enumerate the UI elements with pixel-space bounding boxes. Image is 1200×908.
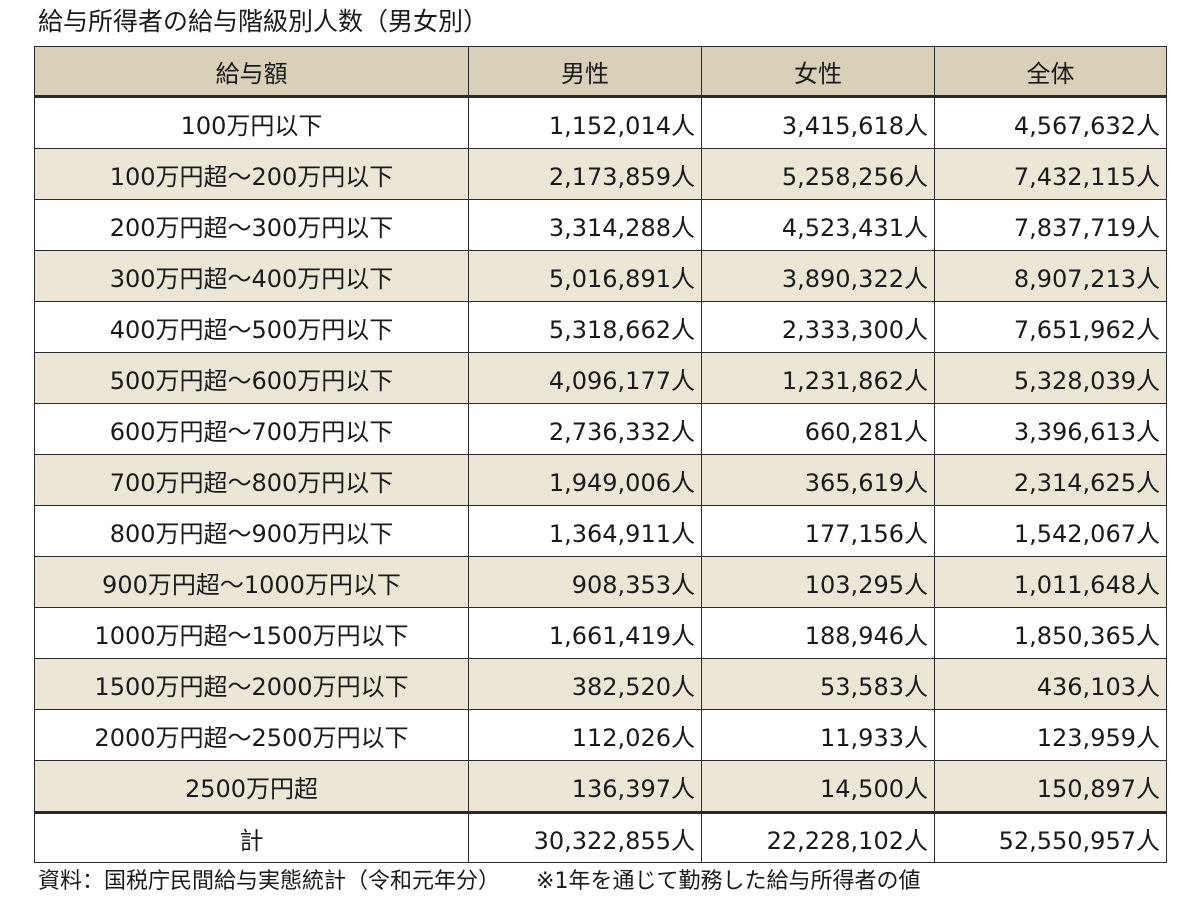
total-label: 計 [34, 811, 469, 863]
salary-table: 給与額 男性 女性 全体 100万円以下 1,152,014人 3,415,618人… [34, 46, 1167, 863]
row-label: 300万円超～400万円以下 [34, 250, 469, 302]
row-male: 2,736,332人 [468, 403, 702, 455]
row-male: 908,353人 [468, 556, 702, 608]
row-total: 8,907,213人 [934, 250, 1167, 302]
row-male: 3,314,288人 [468, 199, 702, 251]
total-male: 30,322,855人 [468, 811, 702, 863]
row-label: 500万円超～600万円以下 [34, 352, 469, 404]
footnote: 資料：国税庁民間給与実態統計（令和元年分） ※1年を通じて勤務した給与所得者の値 [38, 864, 920, 900]
row-male: 4,096,177人 [468, 352, 702, 404]
row-total: 436,103人 [934, 658, 1167, 710]
row-total: 123,959人 [934, 709, 1167, 761]
table-row: 600万円超～700万円以下 2,736,332人 660,281人 3,396,61… [34, 403, 1167, 455]
row-label: 400万円超～500万円以下 [34, 301, 469, 353]
table-title: 給与所得者の給与階級別人数（男女別） [38, 7, 489, 36]
row-label: 1500万円超～2000万円以下 [34, 658, 469, 710]
row-label: 800万円超～900万円以下 [34, 505, 469, 557]
row-female: 177,156人 [701, 505, 935, 557]
row-male: 1,364,911人 [468, 505, 702, 557]
header-male: 男性 [468, 46, 702, 98]
row-label: 1000万円超～1500万円以下 [34, 607, 469, 659]
row-male: 5,016,891人 [468, 250, 702, 302]
table-row: 100万円以下 1,152,014人 3,415,618人 4,567,632人 [34, 96, 1167, 149]
row-female: 365,619人 [701, 454, 935, 506]
row-female: 4,523,431人 [701, 199, 935, 251]
table-row: 300万円超～400万円以下 5,016,891人 3,890,322人 8,907,… [34, 250, 1167, 302]
row-total: 7,837,719人 [934, 199, 1167, 251]
row-female: 3,415,618人 [701, 96, 935, 149]
row-label: 2000万円超～2500万円以下 [34, 709, 469, 761]
table-row: 1500万円超～2000万円以下 382,520人 53,583人 436,103人 [34, 658, 1167, 710]
row-male: 1,152,014人 [468, 96, 702, 149]
row-label: 100万円超～200万円以下 [34, 148, 469, 200]
row-label: 600万円超～700万円以下 [34, 403, 469, 455]
row-total: 3,396,613人 [934, 403, 1167, 455]
table-row: 400万円超～500万円以下 5,318,662人 2,333,300人 7,651,… [34, 301, 1167, 353]
row-total: 1,011,648人 [934, 556, 1167, 608]
row-label: 200万円超～300万円以下 [34, 199, 469, 251]
table-row: 1000万円超～1500万円以下 1,661,419人 188,946人 1,850,… [34, 607, 1167, 659]
row-total: 5,328,039人 [934, 352, 1167, 404]
row-male: 136,397人 [468, 760, 702, 813]
table-row: 2000万円超～2500万円以下 112,026人 11,933人 123,959人 [34, 709, 1167, 761]
row-female: 5,258,256人 [701, 148, 935, 200]
table-row: 800万円超～900万円以下 1,364,911人 177,156人 1,542,06… [34, 505, 1167, 557]
row-total: 1,850,365人 [934, 607, 1167, 659]
row-male: 1,661,419人 [468, 607, 702, 659]
row-label: 900万円超～1000万円以下 [34, 556, 469, 608]
row-female: 14,500人 [701, 760, 935, 813]
total-female: 22,228,102人 [701, 811, 935, 863]
row-label: 2500万円超 [34, 760, 469, 813]
row-female: 3,890,322人 [701, 250, 935, 302]
row-female: 11,933人 [701, 709, 935, 761]
row-female: 1,231,862人 [701, 352, 935, 404]
table-row: 100万円超～200万円以下 2,173,859人 5,258,256人 7,432,… [34, 148, 1167, 200]
row-male: 5,318,662人 [468, 301, 702, 353]
row-male: 2,173,859人 [468, 148, 702, 200]
row-total: 4,567,632人 [934, 96, 1167, 149]
row-female: 660,281人 [701, 403, 935, 455]
header-total: 全体 [934, 46, 1167, 98]
row-label: 100万円以下 [34, 96, 469, 149]
scope-note: ※1年を通じて勤務した給与所得者の値 [536, 869, 921, 894]
total-all: 52,550,957人 [934, 811, 1167, 863]
table-row: 900万円超～1000万円以下 908,353人 103,295人 1,011,648… [34, 556, 1167, 608]
row-total: 1,542,067人 [934, 505, 1167, 557]
total-row: 計 30,322,855人 22,228,102人 52,550,957人 [34, 811, 1167, 863]
table-row: 200万円超～300万円以下 3,314,288人 4,523,431人 7,837,… [34, 199, 1167, 251]
salary-table-container: 給与額 男性 女性 全体 100万円以下 1,152,014人 3,415,618人… [34, 46, 1167, 863]
header-salary: 給与額 [34, 46, 469, 98]
table-row: 700万円超～800万円以下 1,949,006人 365,619人 2,314,62… [34, 454, 1167, 506]
header-row: 給与額 男性 女性 全体 [34, 46, 1167, 98]
row-male: 382,520人 [468, 658, 702, 710]
row-female: 2,333,300人 [701, 301, 935, 353]
row-male: 112,026人 [468, 709, 702, 761]
row-total: 7,651,962人 [934, 301, 1167, 353]
row-female: 103,295人 [701, 556, 935, 608]
table-row: 500万円超～600万円以下 4,096,177人 1,231,862人 5,328,… [34, 352, 1167, 404]
row-total: 150,897人 [934, 760, 1167, 813]
row-total: 7,432,115人 [934, 148, 1167, 200]
source-note: 資料：国税庁民間給与実態統計（令和元年分） [38, 869, 501, 894]
row-male: 1,949,006人 [468, 454, 702, 506]
header-female: 女性 [701, 46, 935, 98]
table-body: 100万円以下 1,152,014人 3,415,618人 4,567,632人 100… [34, 96, 1167, 813]
row-total: 2,314,625人 [934, 454, 1167, 506]
table-row: 2500万円超 136,397人 14,500人 150,897人 [34, 760, 1167, 813]
row-label: 700万円超～800万円以下 [34, 454, 469, 506]
row-female: 53,583人 [701, 658, 935, 710]
row-female: 188,946人 [701, 607, 935, 659]
